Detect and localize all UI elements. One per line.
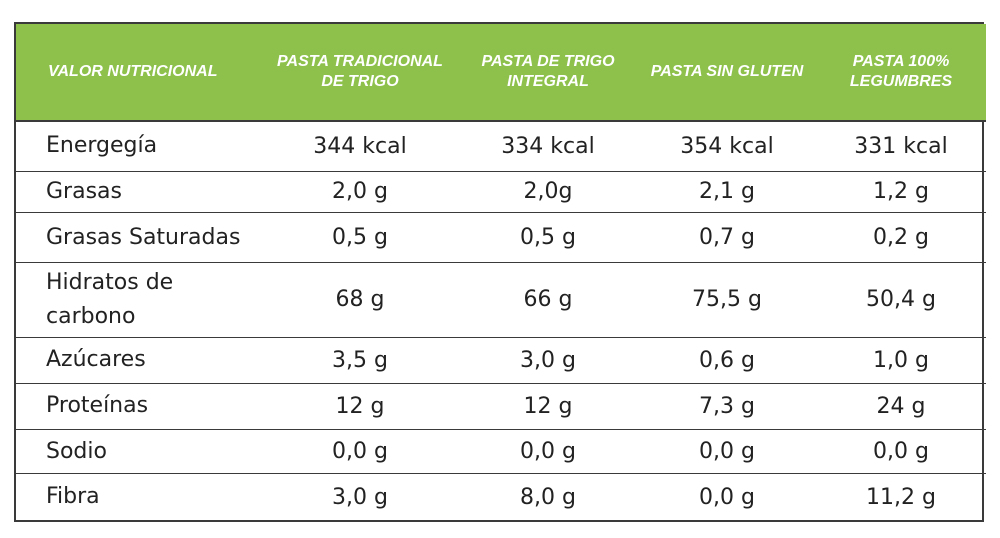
row-label: Sodio — [46, 438, 107, 464]
table-cell: 7,3 g — [699, 393, 755, 419]
table-cell: 68 g — [335, 287, 385, 313]
row-label: Grasas Saturadas — [46, 224, 241, 250]
table-cell: 344 kcal — [313, 133, 407, 159]
table-cell: 0,6 g — [699, 347, 755, 373]
table-cell: 24 g — [876, 393, 926, 419]
table-cell: 0,0 g — [332, 439, 388, 465]
table-cell: 334 kcal — [501, 133, 595, 159]
table-cell: 0,7 g — [699, 225, 755, 251]
table-cell: 12 g — [335, 393, 385, 419]
header-pasta-tradicional: PASTA TRADICIONAL DE TRIGO — [262, 24, 458, 122]
table-cell: 354 kcal — [680, 133, 774, 159]
table-row-azucares: Azúcares 3,5 g 3,0 g 0,6 g 1,0 g — [16, 337, 986, 384]
table-cell: 8,0 g — [520, 484, 576, 510]
table-cell: 0,0 g — [699, 439, 755, 465]
table-row-hidratos: Hidratos de carbono 68 g 66 g 75,5 g 50,… — [16, 263, 986, 338]
table-row-grasas-saturadas: Grasas Saturadas 0,5 g 0,5 g 0,7 g 0,2 g — [16, 212, 986, 263]
table-cell: 0,0 g — [873, 439, 929, 465]
nutrition-table: VALOR NUTRICIONAL PASTA TRADICIONAL DE T… — [16, 24, 986, 520]
table-row-energia: Energegía 344 kcal 334 kcal 354 kcal 331… — [16, 121, 986, 172]
row-label: Hidratos de carbono — [46, 269, 174, 329]
nutrition-table-frame: VALOR NUTRICIONAL PASTA TRADICIONAL DE T… — [14, 22, 986, 522]
header-valor-nutricional: VALOR NUTRICIONAL — [16, 24, 262, 122]
row-label: Azúcares — [46, 347, 146, 373]
table-cell: 3,5 g — [332, 347, 388, 373]
table-header-row: VALOR NUTRICIONAL PASTA TRADICIONAL DE T… — [16, 24, 986, 122]
table-cell: 0,0 g — [699, 484, 755, 510]
table-cell: 2,1 g — [699, 179, 755, 205]
table-cell: 3,0 g — [332, 484, 388, 510]
table-cell: 11,2 g — [866, 484, 936, 510]
table-row-proteinas: Proteínas 12 g 12 g 7,3 g 24 g — [16, 383, 986, 430]
header-pasta-integral: PASTA DE TRIGO INTEGRAL — [458, 24, 638, 122]
table-cell: 0,5 g — [520, 225, 576, 251]
row-label: Grasas — [46, 178, 122, 204]
table-row-grasas: Grasas 2,0 g 2,0g 2,1 g 1,2 g — [16, 171, 986, 213]
row-label: Proteínas — [46, 393, 149, 419]
table-row-sodio: Sodio 0,0 g 0,0 g 0,0 g 0,0 g — [16, 430, 986, 474]
header-pasta-legumbres: PASTA 100% LEGUMBRES — [816, 24, 986, 122]
table-cell: 50,4 g — [866, 287, 936, 313]
row-label: Energegía — [46, 133, 158, 159]
table-cell: 12 g — [523, 393, 573, 419]
table-cell: 3,0 g — [520, 347, 576, 373]
table-cell: 0,0 g — [520, 439, 576, 465]
table-cell: 331 kcal — [854, 133, 948, 159]
row-label: Fibra — [46, 484, 100, 510]
table-cell: 1,2 g — [873, 179, 929, 205]
table-cell: 0,5 g — [332, 225, 388, 251]
table-cell: 0,2 g — [873, 225, 929, 251]
table-cell: 75,5 g — [692, 287, 762, 313]
table-cell: 1,0 g — [873, 347, 929, 373]
table-cell: 2,0 g — [332, 179, 388, 205]
header-pasta-sin-gluten: PASTA SIN GLUTEN — [638, 24, 816, 122]
table-cell: 2,0g — [523, 179, 573, 205]
table-cell: 66 g — [523, 287, 573, 313]
table-row-fibra: Fibra 3,0 g 8,0 g 0,0 g 11,2 g — [16, 474, 986, 520]
